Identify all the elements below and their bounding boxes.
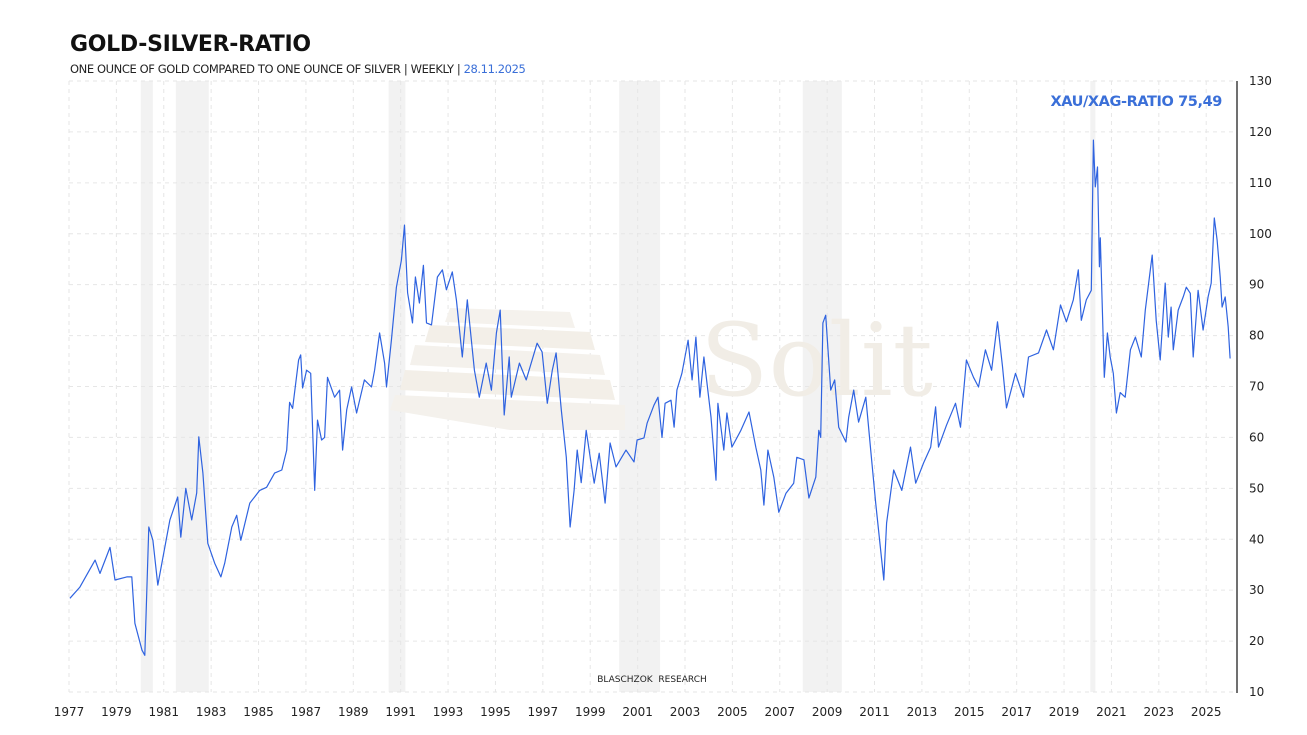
x-tick-label: 2017 [1001,705,1032,719]
watermark-logo: Solit [390,302,933,430]
x-tick-label: 2025 [1191,705,1222,719]
x-tick-label: 2001 [622,705,653,719]
chart-date: 28.11.2025 [463,62,526,76]
x-tick-label: 1977 [54,705,85,719]
y-tick-label: 50 [1249,481,1264,495]
y-tick-label: 130 [1249,74,1272,88]
x-axis: 1977 1979 1981 1983 1985 1987 1989 1991 1993 1995… [54,705,1222,719]
shaded-period [1090,81,1096,692]
x-tick-label: 1993 [433,705,464,719]
y-tick-label: 70 [1249,380,1264,394]
x-tick-label: 2009 [812,705,843,719]
x-tick-label: 2019 [1049,705,1080,719]
x-tick-label: 2021 [1096,705,1127,719]
y-tick-label: 10 [1249,685,1264,699]
x-tick-label: 2023 [1144,705,1175,719]
y-tick-label: 60 [1249,430,1264,444]
y-tick-label: 80 [1249,329,1264,343]
y-tick-label: 40 [1249,532,1264,546]
y-tick-label: 20 [1249,634,1264,648]
watermark-text: Solit [700,302,933,419]
x-tick-label: 1991 [385,705,416,719]
series-line [69,139,1231,656]
x-tick-label: 2015 [954,705,985,719]
x-tick-label: 1985 [243,705,274,719]
x-tick-label: 1987 [291,705,322,719]
x-tick-label: 2013 [907,705,938,719]
x-tick-label: 1979 [101,705,132,719]
x-tick-label: 1997 [528,705,559,719]
y-tick-label: 90 [1249,278,1264,292]
x-tick-label: 1983 [196,705,227,719]
x-tick-label: 2011 [859,705,890,719]
y-tick-label: 120 [1249,125,1272,139]
y-tick-label: 100 [1249,227,1272,241]
ratio-annotation: XAU/XAG-RATIO 75,49 [1050,94,1222,110]
x-tick-label: 1995 [480,705,511,719]
y-tick-label: 110 [1249,176,1272,190]
x-tick-label: 1989 [338,705,369,719]
credit-text: BLASCHZOK RESEARCH [597,675,707,685]
y-axis: 10 20 30 40 50 60 70 80 90 100 110 120 130 [1249,74,1272,699]
x-tick-label: 1981 [148,705,179,719]
x-tick-label: 1999 [575,705,606,719]
x-tick-label: 2007 [764,705,795,719]
chart-title: GOLD-SILVER-RATIO [70,32,311,57]
subtitle-text: ONE OUNCE OF GOLD COMPARED TO ONE OUNCE … [70,62,464,76]
x-tick-label: 2003 [670,705,701,719]
y-tick-label: 30 [1249,583,1264,597]
x-tick-label: 2005 [717,705,748,719]
chart-subtitle: ONE OUNCE OF GOLD COMPARED TO ONE OUNCE … [70,62,526,76]
